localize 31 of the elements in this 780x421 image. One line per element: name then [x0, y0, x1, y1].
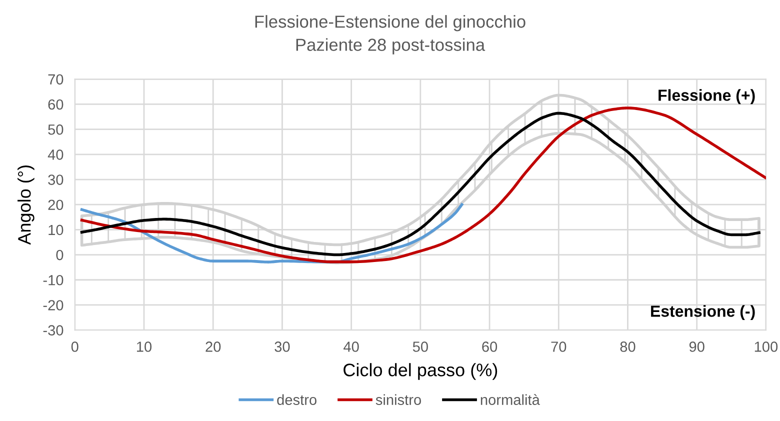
x-tick-label: 0: [71, 342, 78, 352]
x-tick-label: 40: [344, 342, 359, 352]
x-tick-label: 50: [412, 342, 428, 352]
y-tick-label: 10: [48, 224, 64, 236]
x-axis-title: Ciclo del passo (%): [344, 363, 498, 380]
y-tick-label: 70: [48, 74, 64, 85]
x-tick-label: 80: [620, 342, 636, 352]
x-tick-label: 100: [754, 342, 778, 352]
y-tick-label: 20: [48, 200, 64, 210]
x-tick-label: 90: [689, 342, 704, 352]
x-tick-label: 60: [482, 342, 498, 352]
y-tick-label: -20: [43, 300, 64, 310]
chart-title: Flessione-Estensione del ginocchio: [255, 15, 526, 32]
y-tick-label: 30: [48, 174, 64, 185]
y-tick-label: -30: [43, 325, 64, 336]
y-tick-label: 50: [48, 124, 64, 135]
annotation: Estensione (-): [651, 305, 755, 320]
y-tick-label: 60: [48, 99, 64, 110]
x-tick-label: 70: [551, 342, 566, 352]
legend-label: destro: [277, 394, 316, 405]
y-axis-title: Angolo (°): [18, 165, 34, 245]
y-tick-label: -10: [43, 274, 64, 286]
annotation: Flessione (+): [658, 89, 755, 104]
x-tick-label: 20: [206, 342, 221, 352]
y-tick-label: 40: [48, 150, 64, 160]
y-tick-label: 0: [56, 250, 64, 260]
legend-label: sinistro: [376, 394, 421, 405]
chart-subtitle: Paziente 28 post-tossina: [296, 38, 486, 54]
legend-label: normalità: [480, 394, 540, 405]
x-tick-label: 30: [274, 342, 290, 352]
x-tick-label: 10: [136, 342, 152, 352]
